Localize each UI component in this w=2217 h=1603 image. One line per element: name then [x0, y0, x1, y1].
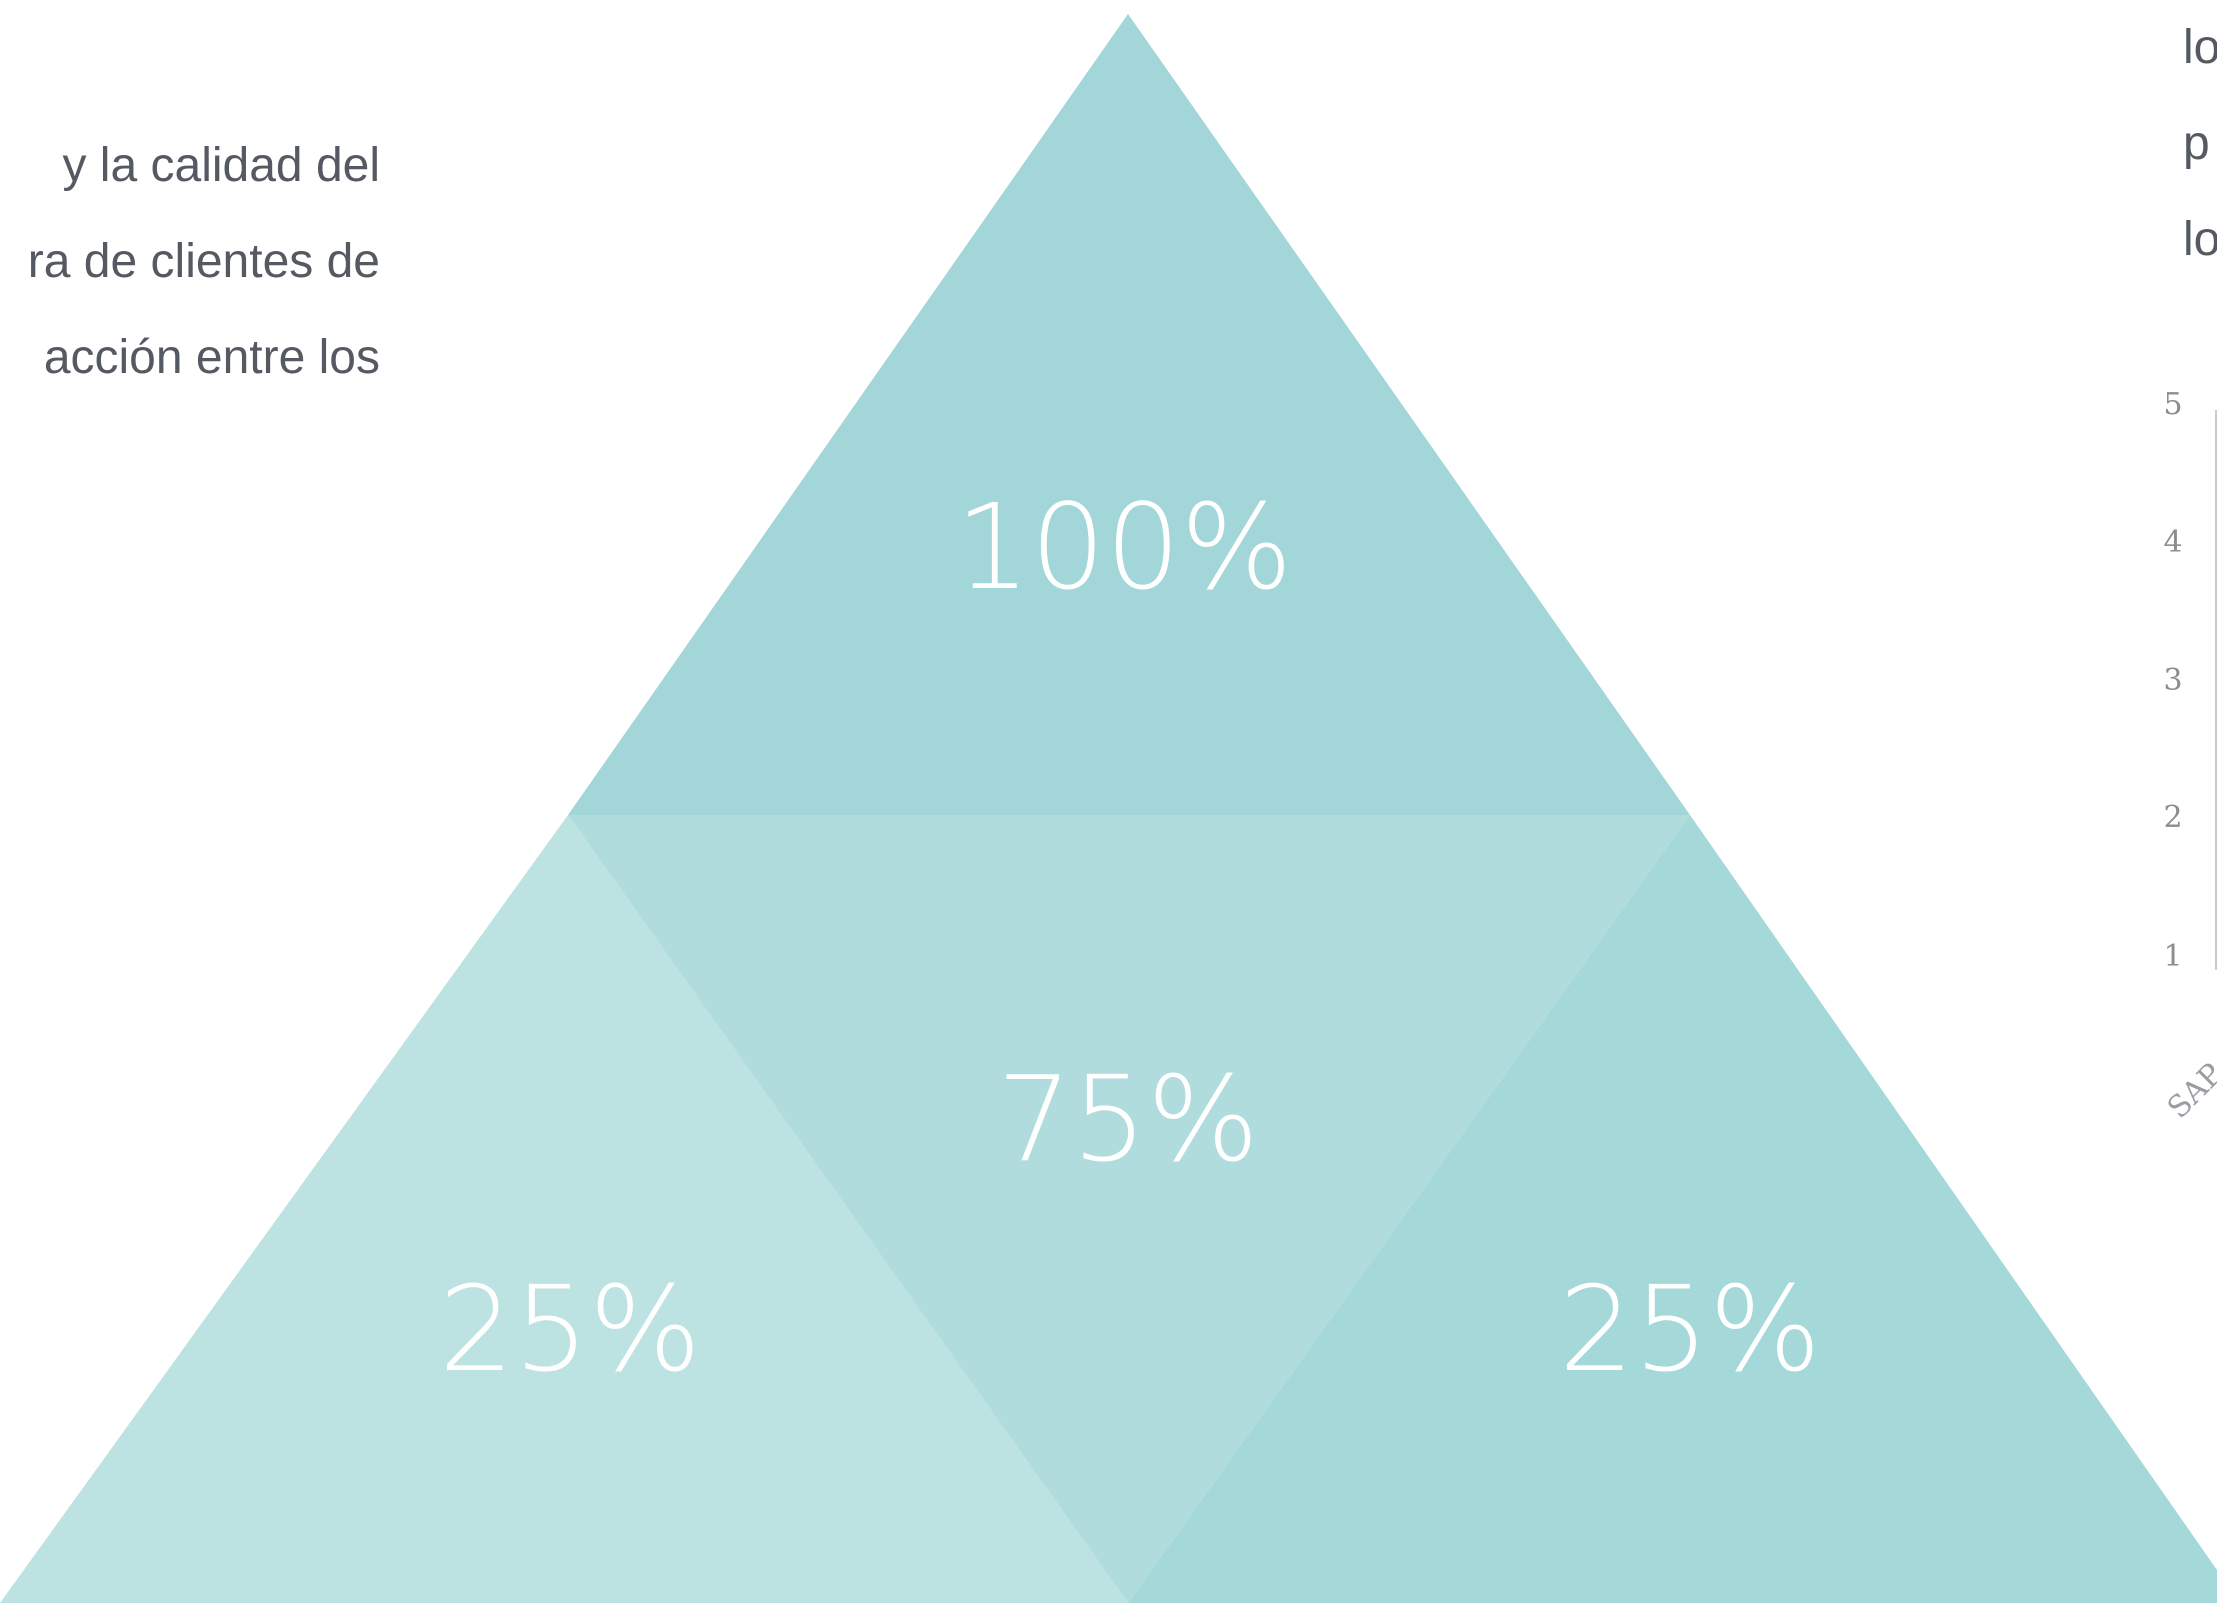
mini-chart-tick-2: 2 [2163, 800, 2182, 835]
mini-chart-tick-4: 4 [2163, 525, 2182, 560]
mini-chart-tick-3: 3 [2163, 663, 2182, 698]
mini-chart-tick-5: 5 [2163, 387, 2182, 422]
left-paragraph: y la calidad del ra de clientes de acció… [0, 118, 380, 406]
pyramid-label-bottom-left: 25% [439, 1260, 701, 1398]
right-paragraph-line-2: p [2183, 117, 2210, 170]
mini-chart-tick-1: 1 [2163, 939, 2182, 974]
right-paragraph: lo p lo [2183, 0, 2217, 288]
pyramid-segment-center [568, 815, 1690, 1603]
pyramid-segment-bottom-right [1128, 815, 2217, 1603]
mini-chart-fragment: 5 4 3 2 1 SAP [2161, 387, 2217, 1126]
mini-chart-category-label: SAP [2161, 1057, 2217, 1126]
left-paragraph-line-3: acción entre los [43, 331, 380, 384]
right-paragraph-line-1: lo [2183, 21, 2217, 74]
pyramid-label-bottom-right: 25% [1559, 1260, 1821, 1398]
pyramid-segment-bottom-left [0, 815, 1128, 1603]
pyramid-label-top: 100% [955, 478, 1292, 616]
pyramid-segment-top [568, 14, 1690, 815]
left-paragraph-line-2: ra de clientes de [27, 235, 380, 288]
pyramid-label-center: 75% [997, 1050, 1259, 1188]
right-paragraph-line-3: lo [2183, 213, 2217, 266]
left-paragraph-line-1: y la calidad del [62, 139, 380, 192]
